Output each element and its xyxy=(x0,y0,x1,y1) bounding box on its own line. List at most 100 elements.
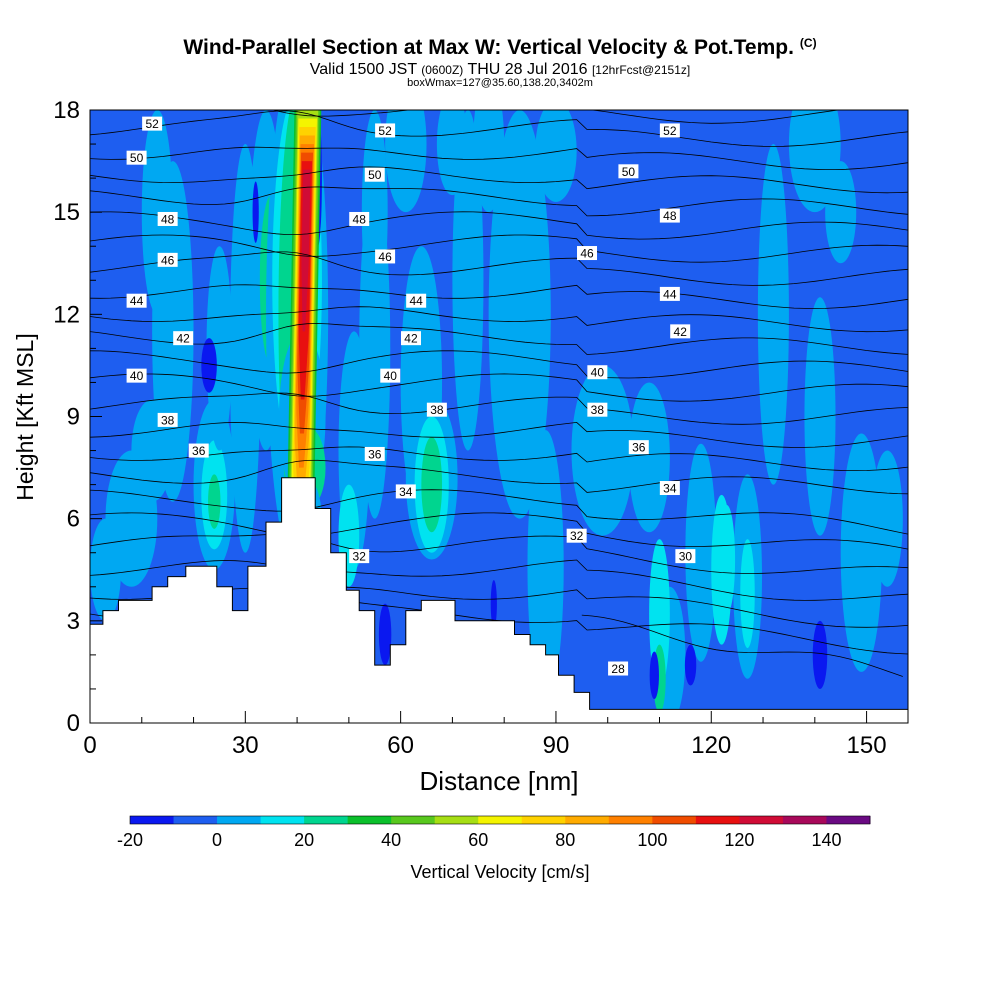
theta-contour xyxy=(90,421,908,448)
theta-label-text: 48 xyxy=(663,209,677,223)
y-tick-label: 3 xyxy=(67,608,80,635)
theta-label: 42 xyxy=(173,331,194,346)
colorbar-label: Vertical Velocity [cm/s] xyxy=(410,862,590,882)
copyright-mark: (C) xyxy=(799,36,817,50)
colorbar-segment xyxy=(260,816,305,824)
colorbar-segment xyxy=(304,816,349,824)
theta-labels: 52 50 48 46 44 42 40 38 36 52 50 48 46 44 42 40 38 36 34 32… xyxy=(126,116,696,676)
theta-label-bg xyxy=(395,484,416,499)
theta-contour xyxy=(90,446,908,471)
theta-label-text: 44 xyxy=(409,294,423,308)
theta-label: 28 xyxy=(608,661,629,676)
theta-contour xyxy=(90,73,908,100)
x-tick-label: 90 xyxy=(543,732,570,759)
velocity-cell xyxy=(252,181,259,243)
velocity-cell xyxy=(740,539,755,649)
theta-contour xyxy=(90,186,908,217)
subtitle-valid: Valid 1500 JST xyxy=(309,61,417,78)
colorbar-segment xyxy=(347,816,392,824)
theta-label-bg xyxy=(364,167,385,182)
velocity-cell xyxy=(385,110,427,213)
velocity-cell xyxy=(535,110,577,202)
theta-label-text: 46 xyxy=(580,247,594,261)
y-axis-label: Height [Kft MSL] xyxy=(12,333,38,500)
theta-label-text: 44 xyxy=(130,294,144,308)
colorbar-segment xyxy=(826,816,871,824)
velocity-cell xyxy=(871,450,903,587)
theta-label-bg xyxy=(157,211,178,226)
theta-label-bg xyxy=(157,252,178,267)
x-tick-label: 120 xyxy=(691,732,731,759)
theta-contour xyxy=(90,559,908,601)
theta-label-text: 36 xyxy=(632,441,646,455)
theta-label: 38 xyxy=(157,412,178,427)
theta-label: 40 xyxy=(126,368,147,383)
theta-label-text: 36 xyxy=(368,447,382,461)
velocity-cell xyxy=(452,110,484,451)
theta-label-text: 36 xyxy=(192,444,206,458)
theta-label-text: 38 xyxy=(591,403,605,417)
theta-label-text: 48 xyxy=(353,212,367,226)
theta-label: 38 xyxy=(426,402,447,417)
theta-contour xyxy=(90,166,908,194)
theta-label-bg xyxy=(188,443,209,458)
theta-label-bg xyxy=(587,365,608,380)
theta-contour xyxy=(90,489,908,535)
velocity-cell xyxy=(649,651,659,700)
theta-label-text: 42 xyxy=(674,325,688,339)
theta-label-bg xyxy=(126,293,147,308)
theta-label: 44 xyxy=(659,286,680,301)
colorbar-segment xyxy=(608,816,653,824)
subtitle-date: THU 28 Jul 2016 xyxy=(467,61,588,78)
theta-label: 30 xyxy=(675,549,696,564)
colorbar-tick-label: 120 xyxy=(724,830,754,850)
colorbar-segment xyxy=(217,816,262,824)
theta-label: 44 xyxy=(406,293,427,308)
velocity-cell xyxy=(421,436,443,533)
chart-subtitle-box: boxWmax=127@35.60,138.20,3402m xyxy=(407,77,593,89)
velocity-cell xyxy=(812,620,828,689)
theta-contour xyxy=(90,459,908,495)
theta-label: 48 xyxy=(349,211,370,226)
theta-contour xyxy=(90,512,908,550)
y-tick-label: 15 xyxy=(53,199,80,226)
y-tick-label: 0 xyxy=(67,710,80,737)
colorbar-segment xyxy=(782,816,827,824)
theta-label-bg xyxy=(142,116,163,131)
velocity-cell xyxy=(684,644,697,686)
theta-label-text: 46 xyxy=(161,253,175,267)
x-tick-label: 0 xyxy=(83,732,96,759)
theta-contour xyxy=(90,392,908,425)
colorbar-tick-label: 140 xyxy=(811,830,841,850)
theta-label-bg xyxy=(426,402,447,417)
theta-contour xyxy=(90,350,908,379)
theta-label-bg xyxy=(608,661,629,676)
colorbar-tick-label: 60 xyxy=(468,830,488,850)
y-tick-label: 18 xyxy=(53,97,80,124)
theta-label-text: 42 xyxy=(404,332,418,346)
subtitle-utc: (0600Z) xyxy=(421,63,464,77)
theta-label-text: 40 xyxy=(384,369,398,383)
theta-label-text: 32 xyxy=(570,529,584,543)
colorbar-tick-label: 40 xyxy=(381,830,401,850)
chart-title: Wind-Parallel Section at Max W: Vertical… xyxy=(0,36,1000,60)
theta-label-bg xyxy=(349,211,370,226)
theta-label-bg xyxy=(628,440,649,455)
theta-label-text: 40 xyxy=(130,369,144,383)
chart-subtitle: Valid 1500 JST (0600Z) THU 28 Jul 2016 [… xyxy=(0,61,1000,79)
theta-label-text: 34 xyxy=(663,482,677,496)
velocity-cell xyxy=(718,505,736,615)
colorbar-tick-label: 0 xyxy=(212,830,222,850)
theta-contour xyxy=(271,110,843,124)
theta-contour xyxy=(90,234,908,263)
theta-contour xyxy=(90,211,908,240)
velocity-cell xyxy=(206,246,233,451)
velocity-cell xyxy=(488,110,551,519)
theta-contour xyxy=(90,284,908,309)
theta-label-bg xyxy=(157,412,178,427)
theta-label: 52 xyxy=(375,123,396,138)
theta-label-bg xyxy=(126,150,147,165)
colorbar-segment xyxy=(652,816,697,824)
theta-label: 32 xyxy=(566,528,587,543)
